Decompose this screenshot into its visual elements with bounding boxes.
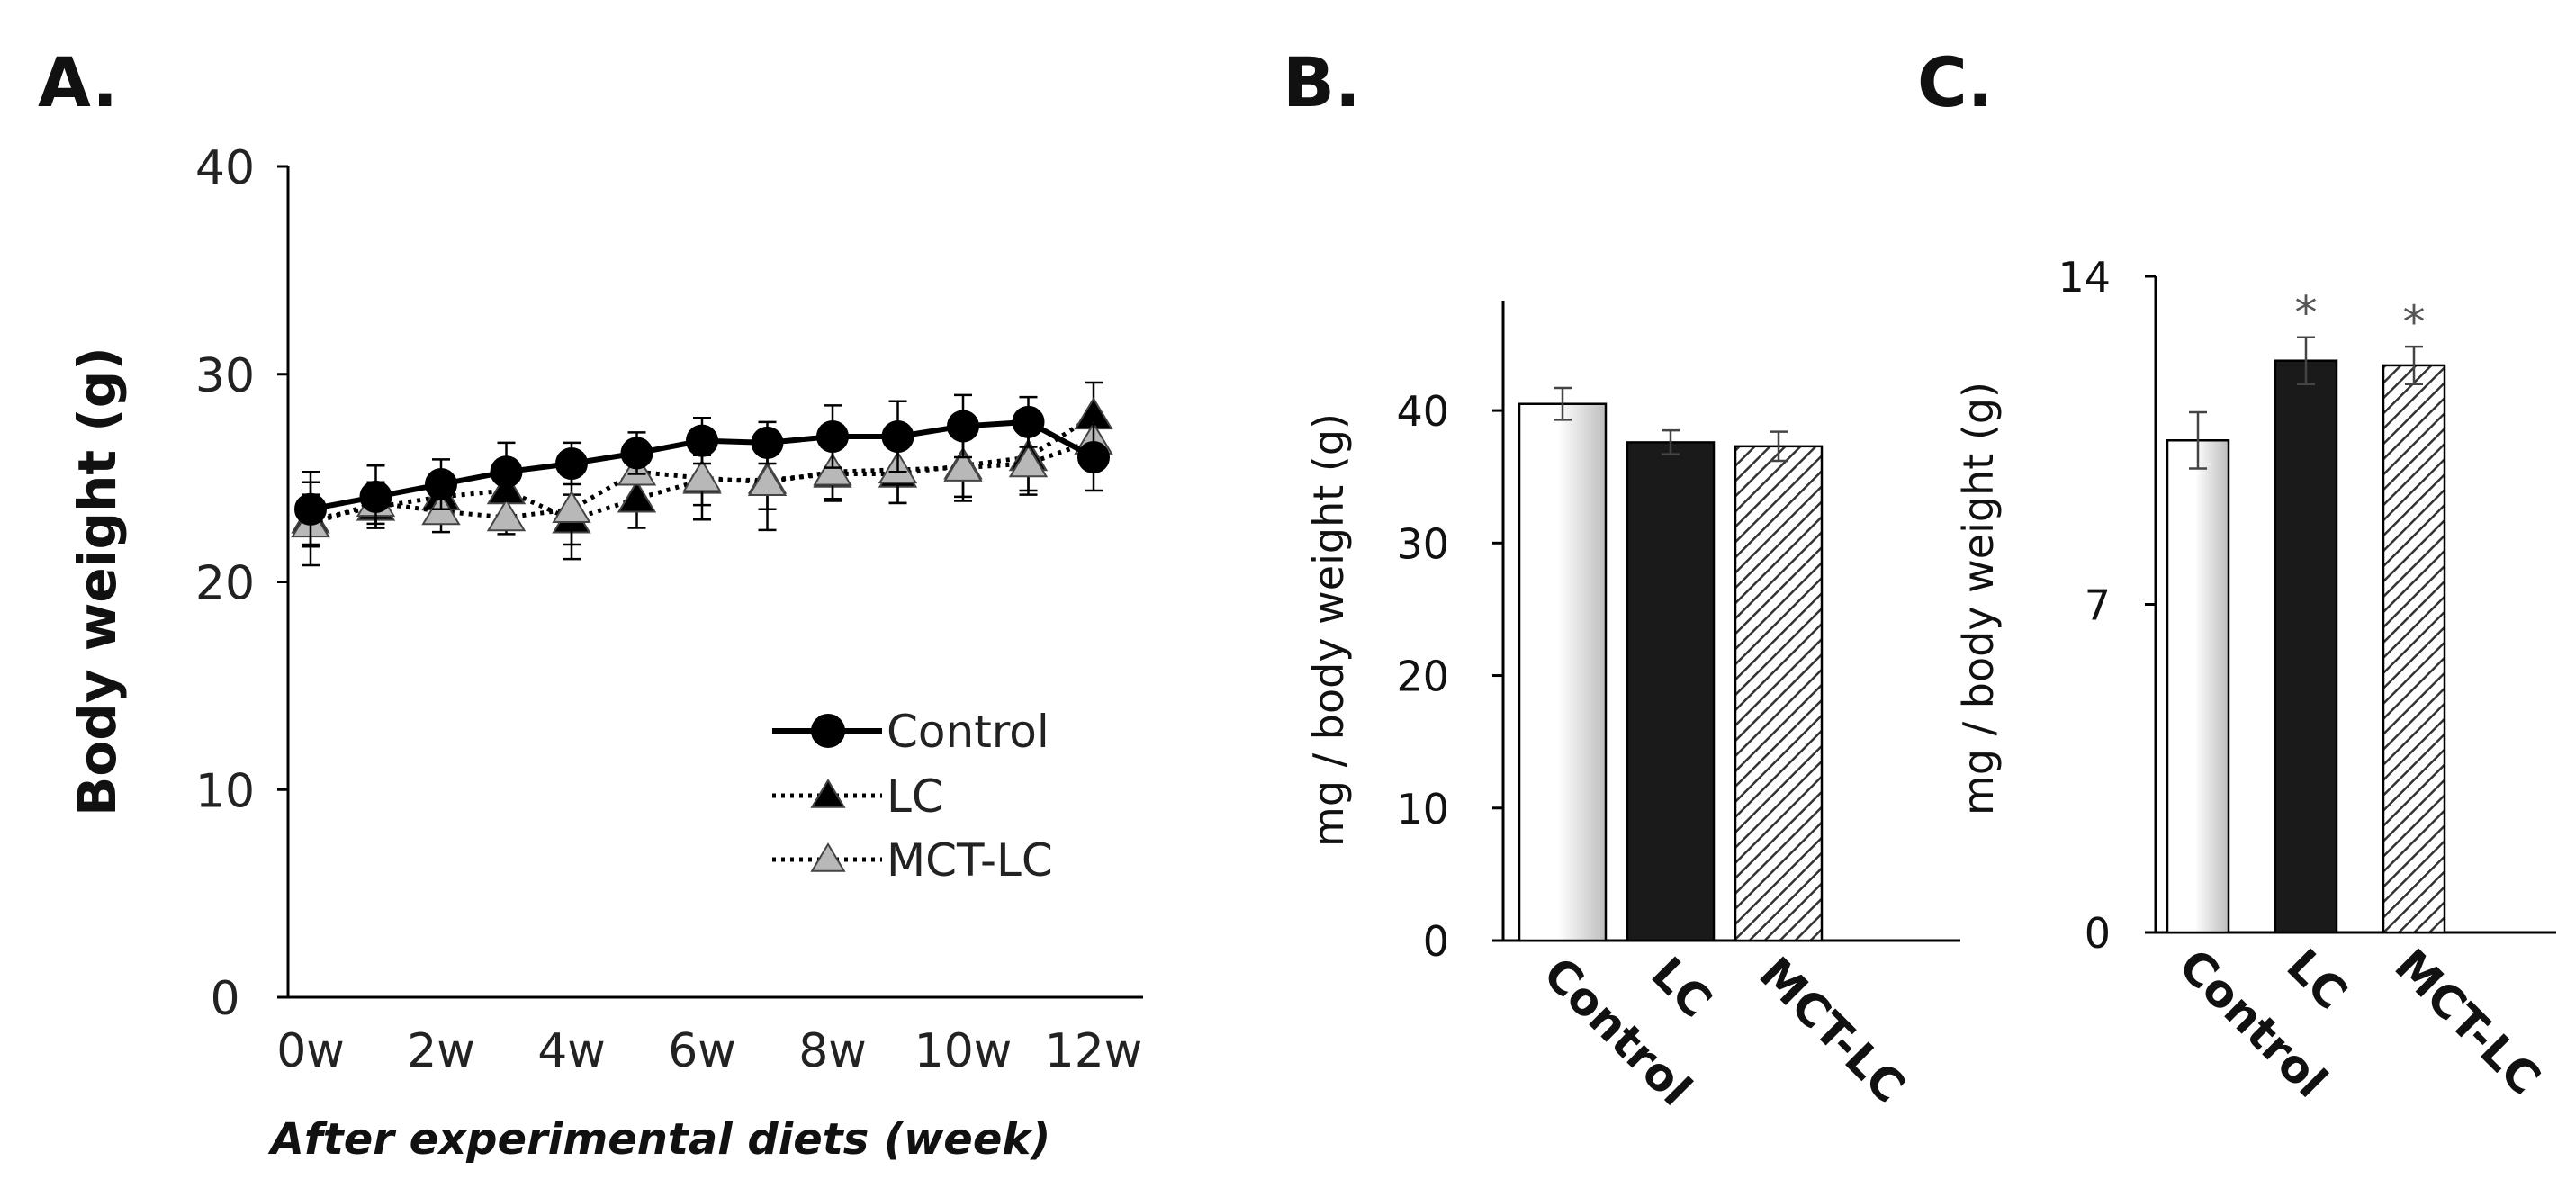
category-label: MCT-LC [1750, 947, 1915, 1112]
y-tick-label: 0 [2085, 909, 2111, 958]
data-point [943, 448, 983, 482]
panel-a-y-ticks: 0 10 20 30 40 [195, 141, 288, 1026]
data-point [1077, 441, 1110, 474]
data-point [294, 492, 327, 526]
legend-label: MCT-LC [887, 834, 1053, 886]
panel-a: A. 0 10 20 30 40 0w 2w 4w 6w 8w 10w 12w Body weigh… [38, 42, 1143, 1165]
x-tick-label: 0w [276, 1024, 345, 1078]
data-point [425, 468, 457, 501]
data-point [490, 455, 523, 489]
y-tick-label: 14 [2058, 253, 2111, 302]
data-point [751, 426, 784, 459]
panel-a-letter: A. [38, 42, 118, 122]
x-tick-label: 4w [537, 1024, 606, 1078]
category-label: LC [1642, 947, 1722, 1027]
series-control [294, 393, 1110, 548]
y-tick-label: 0 [1423, 917, 1449, 966]
x-tick-label: 6w [668, 1024, 736, 1078]
bar-mct-lc [2382, 364, 2446, 934]
data-point [555, 446, 588, 480]
data-point [1008, 445, 1049, 478]
bar-lc [1626, 441, 1716, 942]
data-point [947, 410, 979, 443]
data-point [1012, 405, 1045, 438]
bar-control [1518, 402, 1608, 942]
y-tick-label: 30 [195, 349, 255, 403]
y-tick-label: 30 [1396, 519, 1449, 568]
y-tick-label: 20 [1396, 652, 1449, 701]
category-label: LC [2277, 939, 2357, 1019]
panel-b-letter: B. [1283, 42, 1361, 122]
panel-c-bars: * * [2166, 287, 2446, 934]
x-tick-label: 10w [914, 1024, 1013, 1078]
y-tick-label: 40 [1396, 387, 1449, 436]
bar-lc [2274, 359, 2338, 934]
panel-a-y-label: Body weight (g) [67, 346, 128, 816]
data-point [747, 463, 788, 496]
bar-control [2166, 439, 2230, 934]
x-tick-label: 8w [798, 1024, 867, 1078]
y-tick-label: 10 [195, 764, 255, 818]
panel-b-y-label: mg / body weight (g) [1304, 413, 1353, 847]
panel-a-x-ticks: 0w 2w 4w 6w 8w 10w 12w [276, 1024, 1142, 1078]
legend-marker [811, 714, 845, 748]
data-point [686, 424, 718, 457]
data-point [881, 419, 914, 453]
data-point [486, 499, 527, 532]
y-tick-label: 0 [210, 972, 239, 1026]
y-tick-label: 40 [195, 141, 255, 195]
legend-marker [810, 842, 846, 872]
y-tick-label: 7 [2085, 581, 2111, 630]
data-point [620, 436, 653, 470]
data-point [816, 419, 849, 453]
x-tick-label: 2w [407, 1024, 475, 1078]
significance-marker: * [2403, 296, 2426, 348]
y-tick-label: 20 [195, 557, 255, 611]
panel-c-y-label: mg / body weight (g) [1954, 382, 2003, 815]
data-point [552, 490, 591, 523]
panel-c-y-ticks: 0 7 14 [2058, 253, 2156, 958]
panel-c-letter: C. [1917, 42, 1994, 122]
y-tick-label: 10 [1396, 785, 1449, 833]
legend-label: Control [887, 706, 1049, 758]
data-point [682, 459, 722, 492]
panel-a-legend: Control LC MCT-LC [772, 706, 1053, 886]
data-point [813, 453, 852, 486]
data-point [359, 480, 392, 513]
significance-marker: * [2295, 287, 2318, 339]
x-tick-label: 12w [1045, 1024, 1143, 1078]
category-label: MCT-LC [2385, 939, 2551, 1104]
panel-b-y-ticks: 0 10 20 30 40 [1396, 387, 1503, 966]
legend-label: LC [887, 770, 943, 823]
panel-a-series [291, 381, 1113, 567]
panel-a-x-label: After experimental diets (week) [267, 1114, 1051, 1165]
bar-mct-lc [1734, 445, 1824, 942]
panel-b-bars [1518, 386, 1824, 942]
legend-marker [810, 778, 846, 808]
